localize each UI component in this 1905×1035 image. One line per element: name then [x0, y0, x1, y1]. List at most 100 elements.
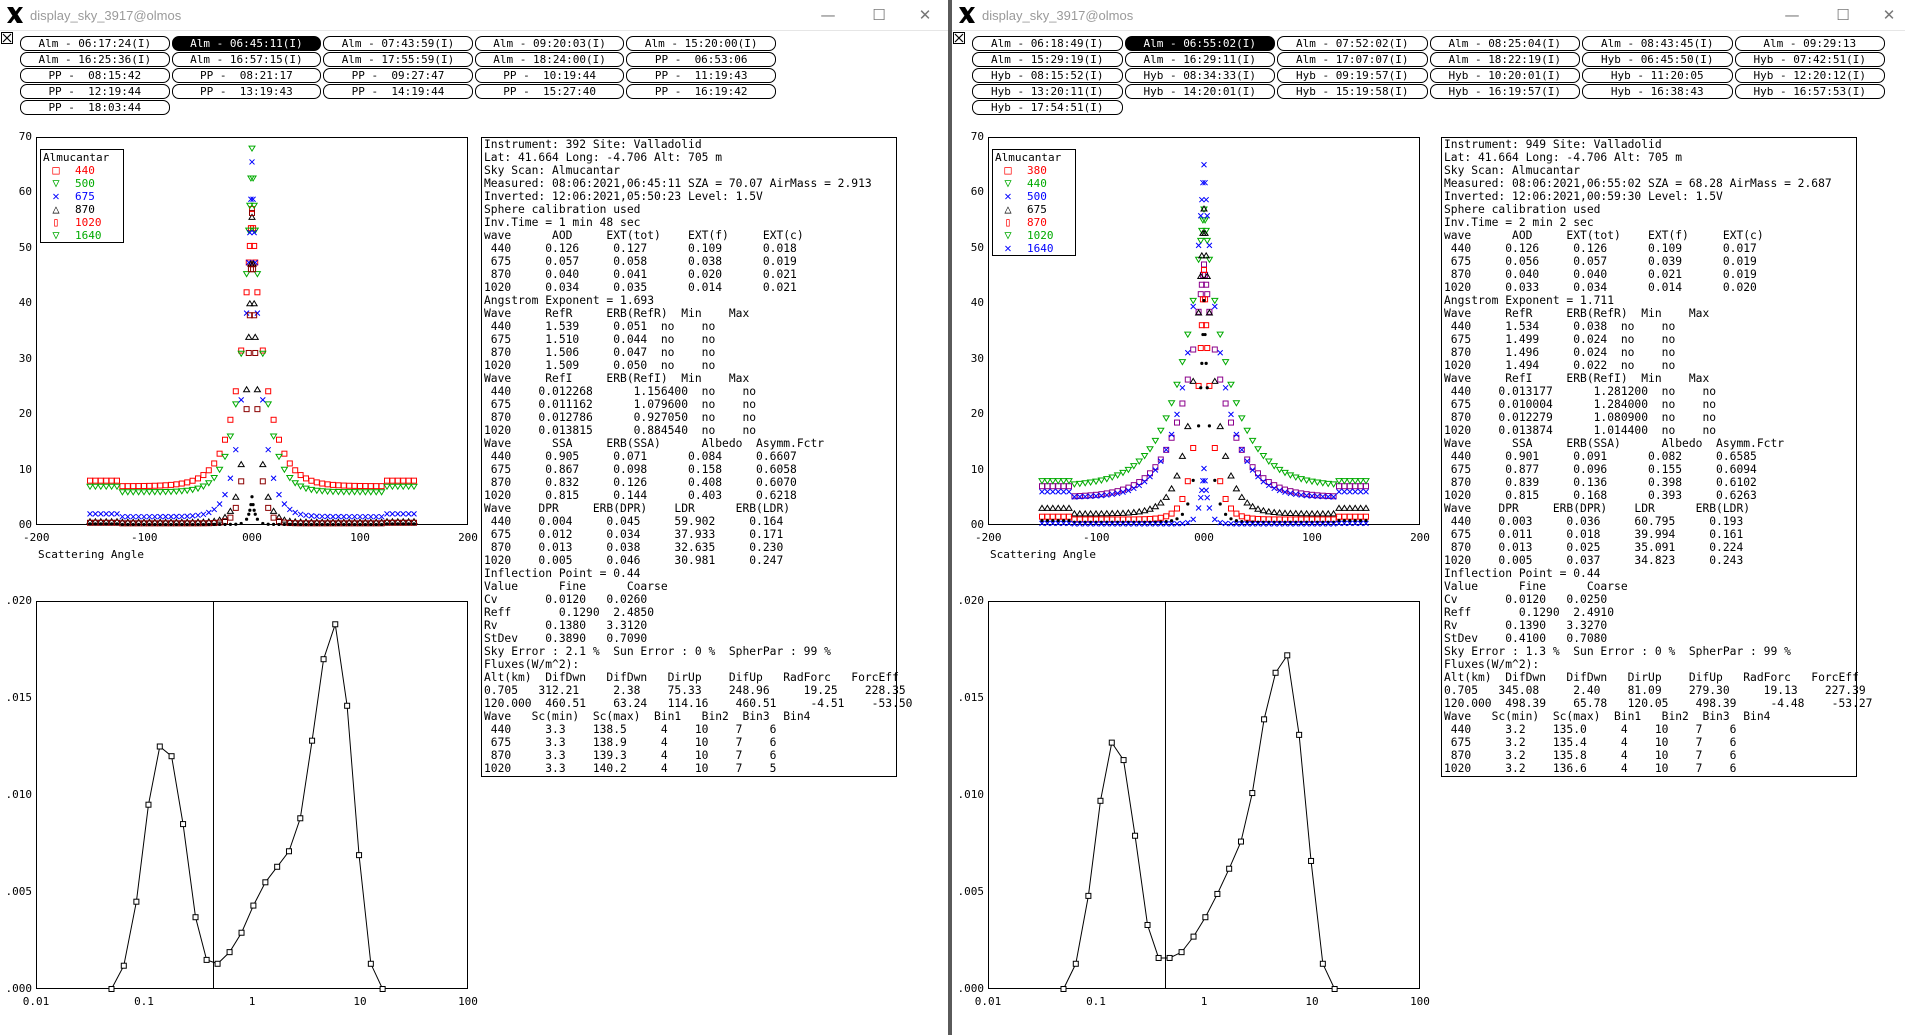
scan-button[interactable]: Alm - 07:43:59(I): [323, 36, 473, 51]
scan-button[interactable]: Hyb - 08:15:52(I): [972, 68, 1123, 83]
scan-button[interactable]: Alm - 08:43:45(I): [1582, 36, 1733, 51]
legend-item: △ 870: [41, 203, 121, 217]
info-line: 0.705 312.21 2.38 75.33 248.96 19.25 228…: [484, 684, 906, 697]
data-point: [1206, 382, 1213, 389]
data-point: [1070, 509, 1079, 517]
minimize-icon[interactable]: —: [820, 6, 836, 24]
info-line: 675 0.011162 1.079600 no no: [484, 398, 757, 411]
scan-button[interactable]: Hyb - 17:54:51(I): [972, 100, 1123, 115]
scan-button[interactable]: Alm - 16:29:11(I): [1124, 52, 1275, 67]
scan-button[interactable]: Alm - 17:55:59(I): [323, 52, 473, 67]
data-point: [1205, 308, 1214, 316]
data-point: [282, 522, 286, 527]
scan-button[interactable]: Alm - 18:24:00(I): [474, 52, 625, 67]
info-line: 870 1.496 0.024 no no: [1444, 346, 1676, 359]
info-line: 675 0.867 0.098 0.158 0.6058: [484, 463, 797, 476]
info-line: Lat: 41.664 Long: -4.706 Alt: 705 m: [1444, 151, 1683, 164]
scan-button[interactable]: Hyb - 11:20:05: [1582, 68, 1733, 83]
data-point: [286, 506, 293, 513]
info-line: Alt(km) DifDwn DifDwn DirUp DifUp RadFor…: [484, 671, 899, 684]
data-point: [226, 433, 235, 440]
data-point: [384, 511, 390, 517]
scan-button[interactable]: Alm - 18:22:19(I): [1429, 52, 1580, 67]
title-bar[interactable]: display_sky_3917@olmos — ☐ ✕: [0, 0, 948, 31]
scan-button[interactable]: Hyb - 08:34:33(I): [1124, 68, 1275, 83]
data-point: [1351, 504, 1360, 511]
scan-button[interactable]: Alm - 09:20:03(I): [474, 36, 625, 51]
data-point: [1197, 251, 1206, 259]
scan-button[interactable]: Alm - 15:29:19(I): [972, 52, 1123, 67]
scan-button[interactable]: Hyb - 16:57:53(I): [1734, 84, 1885, 99]
scan-button[interactable]: Hyb - 09:19:57(I): [1277, 68, 1428, 83]
title-bar[interactable]: display_sky_3917@olmos — ☐ ✕: [952, 0, 1905, 31]
scan-button[interactable]: Hyb - 16:19:57(I): [1429, 84, 1580, 99]
data-point: [1178, 359, 1187, 366]
scan-button[interactable]: Alm - 17:07:07(I): [1277, 52, 1428, 67]
info-line: Sky Scan: Almucantar: [1444, 164, 1581, 177]
maximize-icon[interactable]: ☐: [872, 6, 886, 24]
scan-button[interactable]: PP - 14:19:44: [323, 84, 473, 99]
scan-button[interactable]: PP - 06:53:06: [626, 52, 776, 67]
data-point: [1156, 499, 1165, 506]
scan-button[interactable]: PP - 13:19:43: [171, 84, 322, 99]
data-point: [1179, 400, 1186, 407]
scan-button[interactable]: PP - 08:15:42: [20, 68, 170, 83]
scan-button[interactable]: PP - 11:19:43: [626, 68, 776, 83]
data-point: [1226, 865, 1233, 872]
data-point: [1086, 509, 1095, 517]
data-point: [1287, 521, 1294, 527]
data-point: [346, 513, 353, 520]
scan-button[interactable]: Alm - 15:20:00(I): [626, 36, 776, 51]
scan-button[interactable]: PP - 10:19:44: [474, 68, 625, 83]
data-point: [1282, 489, 1288, 495]
scan-button[interactable]: Hyb - 06:45:50(I): [1582, 52, 1733, 67]
data-point: [404, 483, 413, 491]
scan-button[interactable]: Hyb - 12:20:12(I): [1734, 68, 1885, 83]
data-point: [1203, 322, 1210, 329]
data-point: [178, 513, 185, 520]
data-point: [1155, 954, 1162, 961]
scan-button[interactable]: Alm - 06:45:11(I): [171, 36, 322, 51]
scan-button[interactable]: Alm - 09:29:13: [1734, 36, 1885, 51]
maximize-icon[interactable]: ☐: [1836, 6, 1850, 24]
scan-button[interactable]: PP - 12:19:44: [20, 84, 170, 99]
scan-button[interactable]: Alm - 06:55:02(I): [1124, 36, 1275, 51]
scan-button[interactable]: Alm - 06:18:49(I): [972, 36, 1123, 51]
data-point: [1168, 521, 1175, 527]
scan-button[interactable]: Alm - 08:25:04(I): [1429, 36, 1580, 51]
close-corner-icon[interactable]: [953, 32, 965, 44]
scan-button[interactable]: Hyb - 14:20:01(I): [1124, 84, 1275, 99]
x-tick-label: -100: [131, 531, 158, 544]
scan-button[interactable]: PP - 09:27:47: [323, 68, 473, 83]
scan-button[interactable]: Hyb - 07:42:51(I): [1734, 52, 1885, 67]
scan-button[interactable]: Hyb - 15:19:58(I): [1277, 84, 1428, 99]
info-line: 1020 0.034 0.035 0.014 0.021: [484, 281, 797, 294]
close-icon[interactable]: ✕: [1882, 6, 1896, 24]
data-point: [245, 259, 252, 266]
scan-button[interactable]: PP - 08:21:17: [171, 68, 322, 83]
data-point: [1228, 411, 1234, 418]
scan-button[interactable]: Hyb - 10:20:01(I): [1429, 68, 1580, 83]
scan-button[interactable]: Alm - 06:17:24(I): [20, 36, 170, 51]
scan-button[interactable]: PP - 15:27:40: [474, 84, 625, 99]
scan-button[interactable]: Alm - 16:57:15(I): [171, 52, 322, 67]
data-point: [285, 848, 292, 855]
data-point: [232, 388, 239, 395]
scan-button[interactable]: Hyb - 13:20:11(I): [972, 84, 1123, 99]
close-icon[interactable]: ✕: [918, 6, 932, 24]
info-line: 1020 3.3 140.2 4 10 7 5: [484, 762, 777, 775]
minimize-icon[interactable]: —: [1784, 6, 1800, 24]
scan-button[interactable]: PP - 16:19:42: [626, 84, 776, 99]
data-point: [1324, 509, 1333, 517]
data-point: [1197, 494, 1204, 501]
scan-button[interactable]: Alm - 16:25:36(I): [20, 52, 170, 67]
data-point: [1244, 456, 1251, 463]
close-corner-icon[interactable]: [1, 32, 13, 44]
info-line: Cv 0.0120 0.0260: [484, 593, 648, 606]
scan-button[interactable]: Alm - 07:52:02(I): [1277, 36, 1428, 51]
scan-button[interactable]: PP - 18:03:44: [20, 100, 170, 115]
y-tick-label: 60: [18, 185, 32, 199]
data-point: [1210, 377, 1219, 384]
data-point: [312, 487, 321, 495]
scan-button[interactable]: Hyb - 16:38:43: [1582, 84, 1733, 99]
